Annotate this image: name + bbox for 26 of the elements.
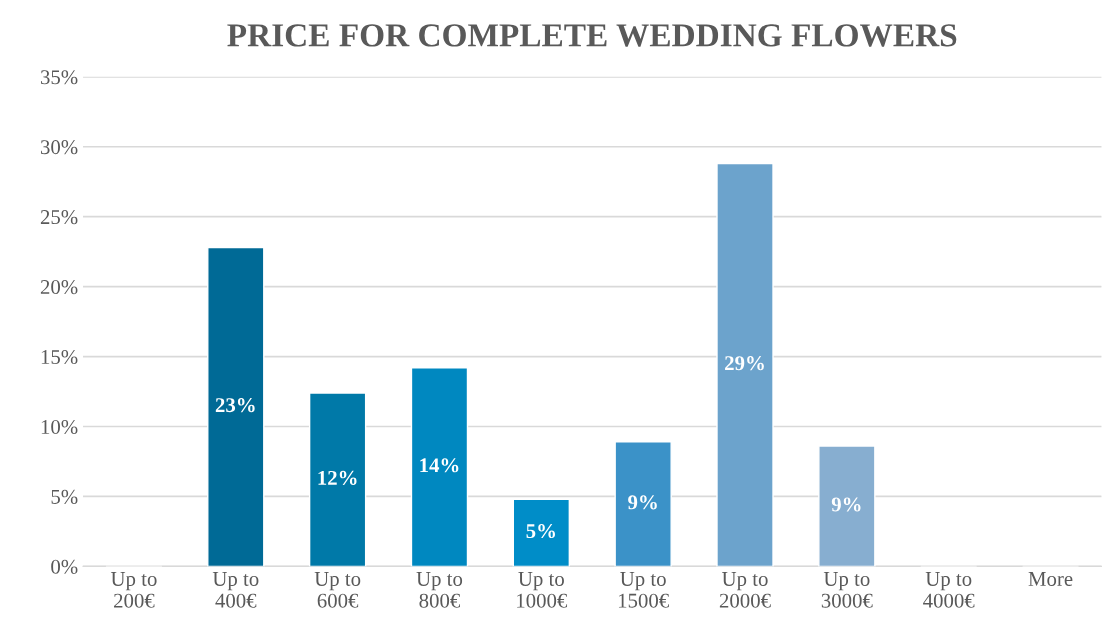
- data-label: 23%: [215, 398, 255, 413]
- data-label: 9%: [831, 497, 861, 512]
- y-tick-label: 10%: [41, 419, 78, 435]
- x-tick-label: Up to 800€: [416, 572, 463, 608]
- y-tick-label: 25%: [40, 210, 78, 225]
- y-tick-label: 15%: [41, 349, 78, 365]
- x-tick-label: Up to 600€: [314, 572, 361, 608]
- x-tick-label: Up to 4000€: [923, 572, 975, 608]
- x-tick-label: Up to 200€: [110, 572, 157, 608]
- y-tick-label: 30%: [40, 140, 78, 155]
- data-label: 9%: [628, 495, 657, 510]
- data-label: 12%: [318, 470, 357, 485]
- y-tick-label: 35%: [40, 70, 78, 85]
- x-tick-label: Up to 400€: [212, 572, 259, 608]
- data-label: 5%: [526, 523, 555, 539]
- x-tick-label: Up to 2000€: [719, 572, 771, 608]
- x-tick-label: More: [1028, 572, 1073, 586]
- data-label: 14%: [420, 458, 459, 473]
- chart-title: PRICE FOR COMPLETE WEDDING FLOWERS: [227, 24, 957, 47]
- x-tick-label: Up to 3000€: [821, 572, 873, 608]
- y-tick-label: 5%: [51, 489, 78, 504]
- data-label: 29%: [725, 356, 764, 371]
- y-tick-label: 0%: [51, 559, 78, 574]
- y-tick-label: 20%: [40, 280, 78, 295]
- x-tick-label: Up to 1500€: [618, 572, 669, 608]
- x-tick-label: Up to 1000€: [517, 572, 568, 608]
